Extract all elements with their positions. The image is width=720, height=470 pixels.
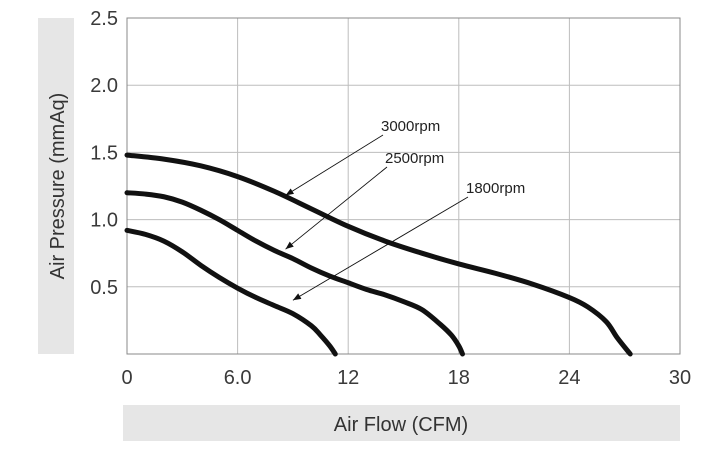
annotation-arrowhead bbox=[292, 293, 302, 301]
annotation-leader bbox=[285, 134, 384, 196]
annotation-label: 2500rpm bbox=[385, 150, 444, 167]
annotation-arrowhead bbox=[285, 188, 295, 196]
annotation-arrowhead bbox=[285, 241, 294, 250]
annotation-label: 3000rpm bbox=[381, 118, 440, 135]
curves bbox=[124, 152, 633, 357]
annotation-leader bbox=[285, 166, 388, 250]
ylabel: Air Pressure (mmAq) bbox=[47, 93, 69, 280]
curve-1800rpm bbox=[124, 227, 338, 357]
curve-3000rpm bbox=[124, 152, 633, 357]
plot-frame bbox=[126, 17, 681, 355]
y-tick-label: 0.5 bbox=[90, 277, 118, 299]
annotation-leader bbox=[292, 196, 469, 301]
x-tick-label: 18 bbox=[448, 367, 470, 389]
y-tick-label: 1.5 bbox=[90, 142, 118, 164]
xlabel-band bbox=[123, 405, 680, 441]
x-tick-label: 12 bbox=[337, 367, 359, 389]
x-tick-labels: 0 6.0 12 18 24 30 bbox=[121, 367, 691, 389]
y-tick-label: 1.0 bbox=[90, 210, 118, 232]
x-tick-label: 24 bbox=[558, 367, 580, 389]
y-tick-label: 2.5 bbox=[90, 8, 118, 30]
xlabel: Air Flow (CFM) bbox=[334, 414, 468, 436]
y-tick-label: 2.0 bbox=[90, 75, 118, 97]
annotations: 3000rpm 2500rpm 1800rpm bbox=[285, 118, 525, 301]
ylabel-band bbox=[38, 18, 74, 354]
x-tick-label: 30 bbox=[669, 367, 691, 389]
curve-2500rpm bbox=[124, 190, 465, 357]
y-tick-labels: 0.5 1.0 1.5 2.0 2.5 bbox=[90, 8, 118, 299]
annotation-label: 1800rpm bbox=[466, 180, 525, 197]
x-tick-label: 6.0 bbox=[224, 367, 252, 389]
x-tick-label: 0 bbox=[121, 367, 132, 389]
